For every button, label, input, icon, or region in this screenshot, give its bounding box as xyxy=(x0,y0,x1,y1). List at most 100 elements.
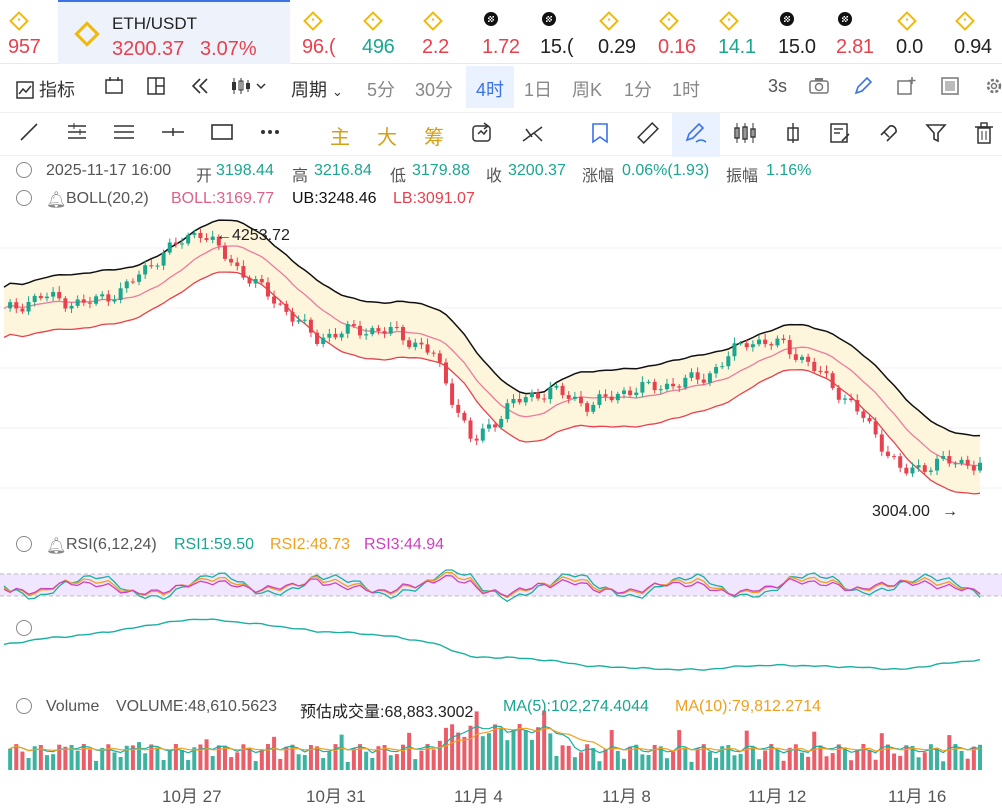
candle-body xyxy=(959,459,964,464)
candle-body xyxy=(278,303,283,305)
candle-body xyxy=(572,396,577,399)
chart-type-dropdown[interactable] xyxy=(230,76,266,101)
period-label: 周期 xyxy=(291,80,327,100)
candle-body xyxy=(486,424,491,429)
volume-bar xyxy=(382,745,387,770)
volume-ma5-line xyxy=(9,725,981,754)
boll-collapse-toggle[interactable] xyxy=(16,190,36,209)
candle-body xyxy=(738,343,743,345)
timeframe-1h[interactable]: 1时 xyxy=(672,80,701,100)
theme-icon[interactable] xyxy=(940,76,960,101)
volume-bar xyxy=(806,756,811,770)
single-candle-icon[interactable] xyxy=(782,121,804,151)
rewind-icon[interactable] xyxy=(190,76,210,101)
settings-icon[interactable] xyxy=(984,76,1002,101)
candle-body xyxy=(683,377,688,388)
magnet-icon[interactable] xyxy=(876,121,900,151)
candle-body xyxy=(928,470,933,472)
bell-icon[interactable]: 🔔︎ xyxy=(46,538,67,555)
rectangle-icon[interactable] xyxy=(210,121,234,149)
candle-body xyxy=(321,337,326,344)
big-order-button[interactable]: 大 xyxy=(377,127,397,149)
measure-icon[interactable] xyxy=(520,121,546,151)
candle-body xyxy=(106,294,111,302)
volume-bar xyxy=(603,749,608,770)
boll-legend: 🔔︎ BOLL(20,2) BOLL:3169.77 UB:3248.46 LB… xyxy=(0,190,1002,214)
max-price-label: 4253.72 xyxy=(232,227,290,244)
candle-body xyxy=(615,393,620,401)
period-dropdown[interactable]: 周期 ⌄ xyxy=(291,76,343,102)
collapse-toggle[interactable] xyxy=(16,162,36,181)
chip-button[interactable]: 筹 xyxy=(424,127,444,149)
candle-body xyxy=(892,456,897,458)
camera-icon[interactable] xyxy=(808,76,830,101)
rsi3-line xyxy=(3,574,981,598)
draw-pen-icon[interactable] xyxy=(684,121,708,151)
bell-icon[interactable]: 🔔︎ xyxy=(46,192,67,209)
binance-icon xyxy=(659,11,679,31)
volume-bar xyxy=(677,730,682,770)
candle-body xyxy=(579,396,584,404)
timeframe-5m[interactable]: 5分 xyxy=(367,80,396,100)
horizontal-line-icon[interactable] xyxy=(160,121,186,149)
refresh-interval[interactable]: 3s xyxy=(768,76,788,96)
candle-body xyxy=(818,370,823,372)
parallel-lines-icon[interactable] xyxy=(66,121,88,149)
volume-bar xyxy=(781,760,786,770)
candles-icon[interactable] xyxy=(732,121,758,151)
timeframe-4h[interactable]: 4时 xyxy=(466,66,514,108)
pen-icon[interactable] xyxy=(853,76,873,101)
volume-collapse-toggle[interactable] xyxy=(16,698,36,717)
more-icon[interactable] xyxy=(258,121,282,149)
candle-body xyxy=(701,379,706,383)
candle-body xyxy=(861,411,866,418)
timeframe-1w[interactable]: 周K xyxy=(572,80,603,100)
volume-bar xyxy=(529,739,534,770)
timeframe-30m[interactable]: 30分 xyxy=(415,80,454,100)
bookmark-icon[interactable] xyxy=(588,121,612,151)
candle-body xyxy=(885,451,890,457)
chevron-circle-icon xyxy=(16,620,32,636)
add-window-icon[interactable] xyxy=(896,76,916,101)
ruler-icon[interactable] xyxy=(636,121,660,151)
candle-body xyxy=(836,388,841,400)
replay-icon[interactable] xyxy=(470,121,494,151)
candle-body xyxy=(787,340,792,355)
volume-bar xyxy=(400,744,405,770)
volume-bar xyxy=(124,745,129,770)
filter-icon[interactable] xyxy=(924,121,948,151)
indicator-collapse-toggle[interactable] xyxy=(16,620,36,639)
volume-bar xyxy=(873,759,878,770)
candle-body xyxy=(272,296,277,304)
volume-bar xyxy=(296,754,301,770)
candle-body xyxy=(732,343,737,357)
note-icon[interactable] xyxy=(828,121,852,151)
channel-icon[interactable] xyxy=(112,121,136,149)
candle-body xyxy=(407,340,412,347)
split-view-icon[interactable] xyxy=(146,76,166,101)
rsi-collapse-toggle[interactable] xyxy=(16,536,36,555)
trendline-icon[interactable] xyxy=(18,121,40,149)
indicators-button[interactable]: 指标 xyxy=(16,76,75,102)
volume-bar xyxy=(634,744,639,770)
volume-bar xyxy=(523,730,528,770)
candle-body xyxy=(480,428,485,441)
candle-body xyxy=(20,308,25,312)
min-arrow-icon: → xyxy=(942,503,958,520)
candle-body xyxy=(81,299,86,303)
layout-icon[interactable] xyxy=(104,76,124,101)
candle-body xyxy=(284,303,289,312)
active-pair-tab[interactable]: ETH/USDT 3200.37 3.07% xyxy=(58,0,290,64)
candle-body xyxy=(180,243,185,245)
ohlc-info: 2025-11-17 16:00 开 3198.44 高 3216.84 低 3… xyxy=(0,162,1002,186)
timeframe-1min[interactable]: 1分 xyxy=(624,80,653,100)
trash-icon[interactable] xyxy=(972,121,996,151)
price-chart[interactable]: 4253.72 ← 3004.00 → xyxy=(0,210,1002,780)
ticker-value: 15.0 xyxy=(778,36,816,58)
timeframe-1d[interactable]: 1日 xyxy=(524,80,553,100)
volume-bar xyxy=(118,756,123,770)
main-force-button[interactable]: 主 xyxy=(330,127,350,149)
candle-body xyxy=(63,298,68,309)
volume-bar xyxy=(173,744,178,770)
candle-body xyxy=(51,291,56,297)
